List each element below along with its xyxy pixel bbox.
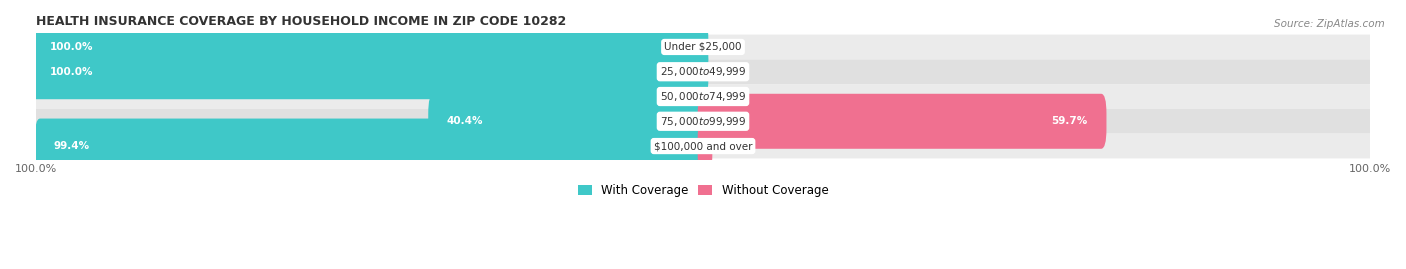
FancyBboxPatch shape (37, 109, 1369, 134)
Text: Source: ZipAtlas.com: Source: ZipAtlas.com (1274, 19, 1385, 29)
Text: 0.6%: 0.6% (713, 141, 740, 151)
FancyBboxPatch shape (37, 59, 1369, 84)
Text: 0.0%: 0.0% (713, 42, 740, 52)
Text: 99.4%: 99.4% (53, 141, 90, 151)
Text: 0.0%: 0.0% (713, 67, 740, 77)
Text: $25,000 to $49,999: $25,000 to $49,999 (659, 65, 747, 78)
FancyBboxPatch shape (697, 94, 1107, 149)
Text: 0.0%: 0.0% (666, 91, 693, 101)
Text: HEALTH INSURANCE COVERAGE BY HOUSEHOLD INCOME IN ZIP CODE 10282: HEALTH INSURANCE COVERAGE BY HOUSEHOLD I… (37, 15, 567, 28)
Text: Under $25,000: Under $25,000 (664, 42, 742, 52)
Legend: With Coverage, Without Coverage: With Coverage, Without Coverage (572, 179, 834, 202)
FancyBboxPatch shape (31, 19, 709, 75)
FancyBboxPatch shape (37, 35, 1369, 59)
FancyBboxPatch shape (697, 119, 713, 174)
Text: 100.0%: 100.0% (49, 42, 93, 52)
Text: 100.0%: 100.0% (49, 67, 93, 77)
FancyBboxPatch shape (35, 119, 709, 174)
FancyBboxPatch shape (31, 44, 709, 99)
Text: 40.4%: 40.4% (447, 116, 484, 126)
Text: 0.0%: 0.0% (713, 91, 740, 101)
Text: $75,000 to $99,999: $75,000 to $99,999 (659, 115, 747, 128)
Text: 59.7%: 59.7% (1052, 116, 1088, 126)
FancyBboxPatch shape (37, 134, 1369, 158)
Text: $100,000 and over: $100,000 and over (654, 141, 752, 151)
Text: $50,000 to $74,999: $50,000 to $74,999 (659, 90, 747, 103)
FancyBboxPatch shape (37, 84, 1369, 109)
FancyBboxPatch shape (429, 94, 709, 149)
